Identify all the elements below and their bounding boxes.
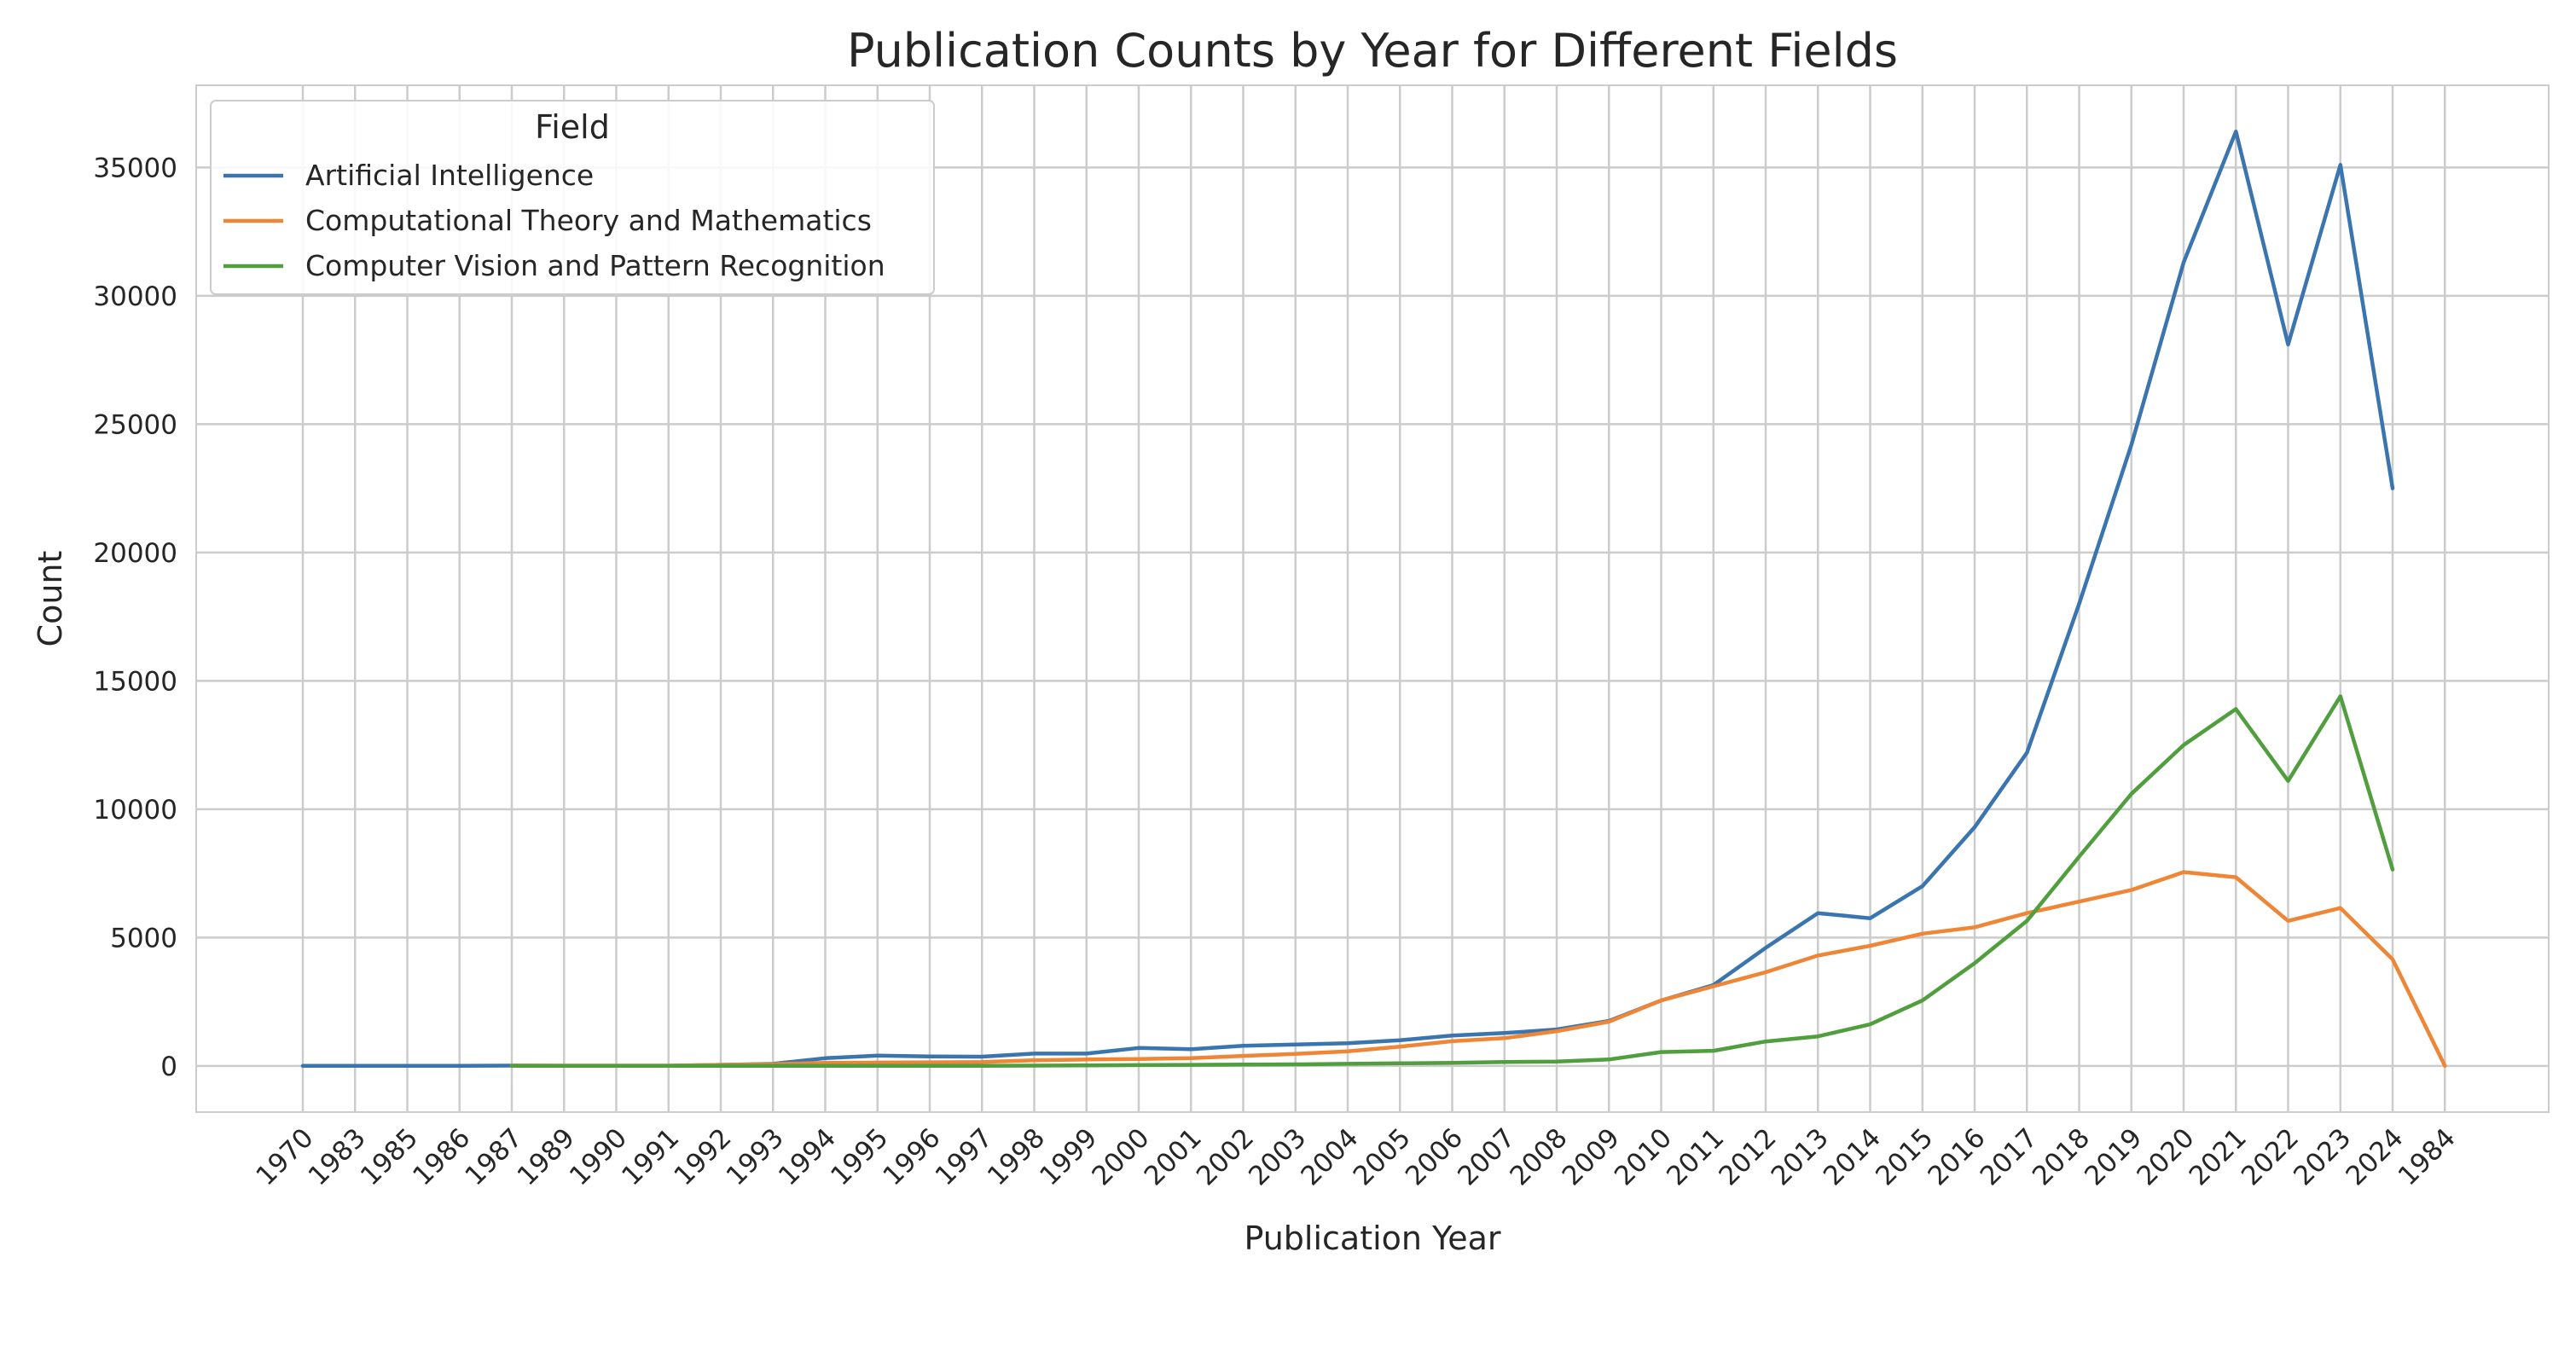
y-tick-label: 35000 [93, 153, 177, 183]
x-axis-label: Publication Year [1244, 1220, 1500, 1257]
x-tick-label: 1995 [825, 1122, 894, 1191]
x-tick-label: 1984 [2393, 1122, 2462, 1191]
series-lines [300, 129, 2447, 1069]
x-tick-label: 1991 [616, 1122, 685, 1191]
x-axis-ticks: 1970198319851986198719891990199119921993… [250, 1122, 2462, 1191]
y-tick-label: 0 [160, 1052, 177, 1082]
y-tick-label: 20000 [93, 538, 177, 569]
x-tick-label: 2024 [2340, 1122, 2409, 1191]
x-tick-label: 2007 [1452, 1122, 1521, 1191]
legend-title: Field [535, 108, 610, 146]
x-tick-label: 1999 [1034, 1122, 1103, 1191]
x-tick-label: 2011 [1661, 1122, 1730, 1191]
y-axis-ticks: 0 5000 10000 15000 20000 25000 30000 35000 [93, 153, 177, 1082]
x-tick-label: 2023 [2288, 1122, 2357, 1191]
x-tick-label: 2018 [2027, 1122, 2096, 1191]
x-tick-label: 1992 [668, 1122, 737, 1191]
legend: Field Artificial Intelligence Computation… [210, 100, 935, 295]
y-tick-label: 5000 [110, 923, 177, 953]
x-tick-label: 2015 [1870, 1122, 1939, 1191]
x-tick-label: 2009 [1557, 1122, 1626, 1191]
x-tick-label: 2021 [2184, 1122, 2253, 1191]
x-tick-label: 2001 [1139, 1122, 1208, 1191]
x-tick-label: 2019 [2079, 1122, 2148, 1191]
x-tick-label: 2004 [1295, 1122, 1364, 1191]
x-tick-label: 2012 [1713, 1122, 1782, 1191]
x-tick-label: 1985 [355, 1122, 424, 1191]
x-tick-label: 1997 [930, 1122, 999, 1191]
x-tick-label: 2000 [1086, 1122, 1155, 1191]
x-tick-label: 2003 [1243, 1122, 1312, 1191]
chart-title: Publication Counts by Year for Different… [847, 24, 1898, 78]
x-tick-label: 1996 [877, 1122, 946, 1191]
x-tick-label: 1983 [303, 1122, 372, 1191]
legend-label-computational-theory-and-mathematics: Computational Theory and Mathematics [305, 204, 872, 237]
y-tick-label: 10000 [93, 795, 177, 826]
x-tick-label: 1989 [512, 1122, 581, 1191]
legend-items: Artificial Intelligence Computational The… [223, 159, 885, 282]
legend-label-computer-vision-and-pattern-recognition: Computer Vision and Pattern Recognition [305, 249, 885, 282]
x-tick-label: 2008 [1504, 1122, 1573, 1191]
x-tick-label: 2002 [1191, 1122, 1260, 1191]
x-tick-label: 1970 [250, 1122, 319, 1191]
y-axis-label: Count [32, 551, 69, 647]
x-tick-label: 2005 [1348, 1122, 1417, 1191]
y-tick-label: 30000 [93, 281, 177, 312]
x-tick-label: 1998 [982, 1122, 1051, 1191]
x-tick-label: 1994 [773, 1122, 842, 1191]
x-tick-label: 1986 [407, 1122, 476, 1191]
x-tick-label: 2013 [1766, 1122, 1835, 1191]
x-tick-label: 2006 [1400, 1122, 1469, 1191]
x-tick-label: 2022 [2236, 1122, 2305, 1191]
x-tick-label: 2010 [1609, 1122, 1678, 1191]
x-tick-label: 1990 [564, 1122, 633, 1191]
x-tick-label: 2016 [1922, 1122, 1991, 1191]
x-tick-label: 2020 [2131, 1122, 2200, 1191]
x-tick-label: 1987 [459, 1122, 528, 1191]
legend-label-artificial-intelligence: Artificial Intelligence [305, 159, 594, 192]
legend-box [210, 100, 935, 295]
x-tick-label: 2017 [1975, 1122, 2044, 1191]
x-tick-label: 2014 [1818, 1122, 1887, 1191]
x-tick-label: 1993 [721, 1122, 790, 1191]
series-line-computer-vision-and-pattern-recognition [509, 694, 2395, 1069]
series-line-computational-theory-and-mathematics [509, 870, 2447, 1069]
y-tick-label: 25000 [93, 409, 177, 440]
y-tick-label: 15000 [93, 666, 177, 697]
